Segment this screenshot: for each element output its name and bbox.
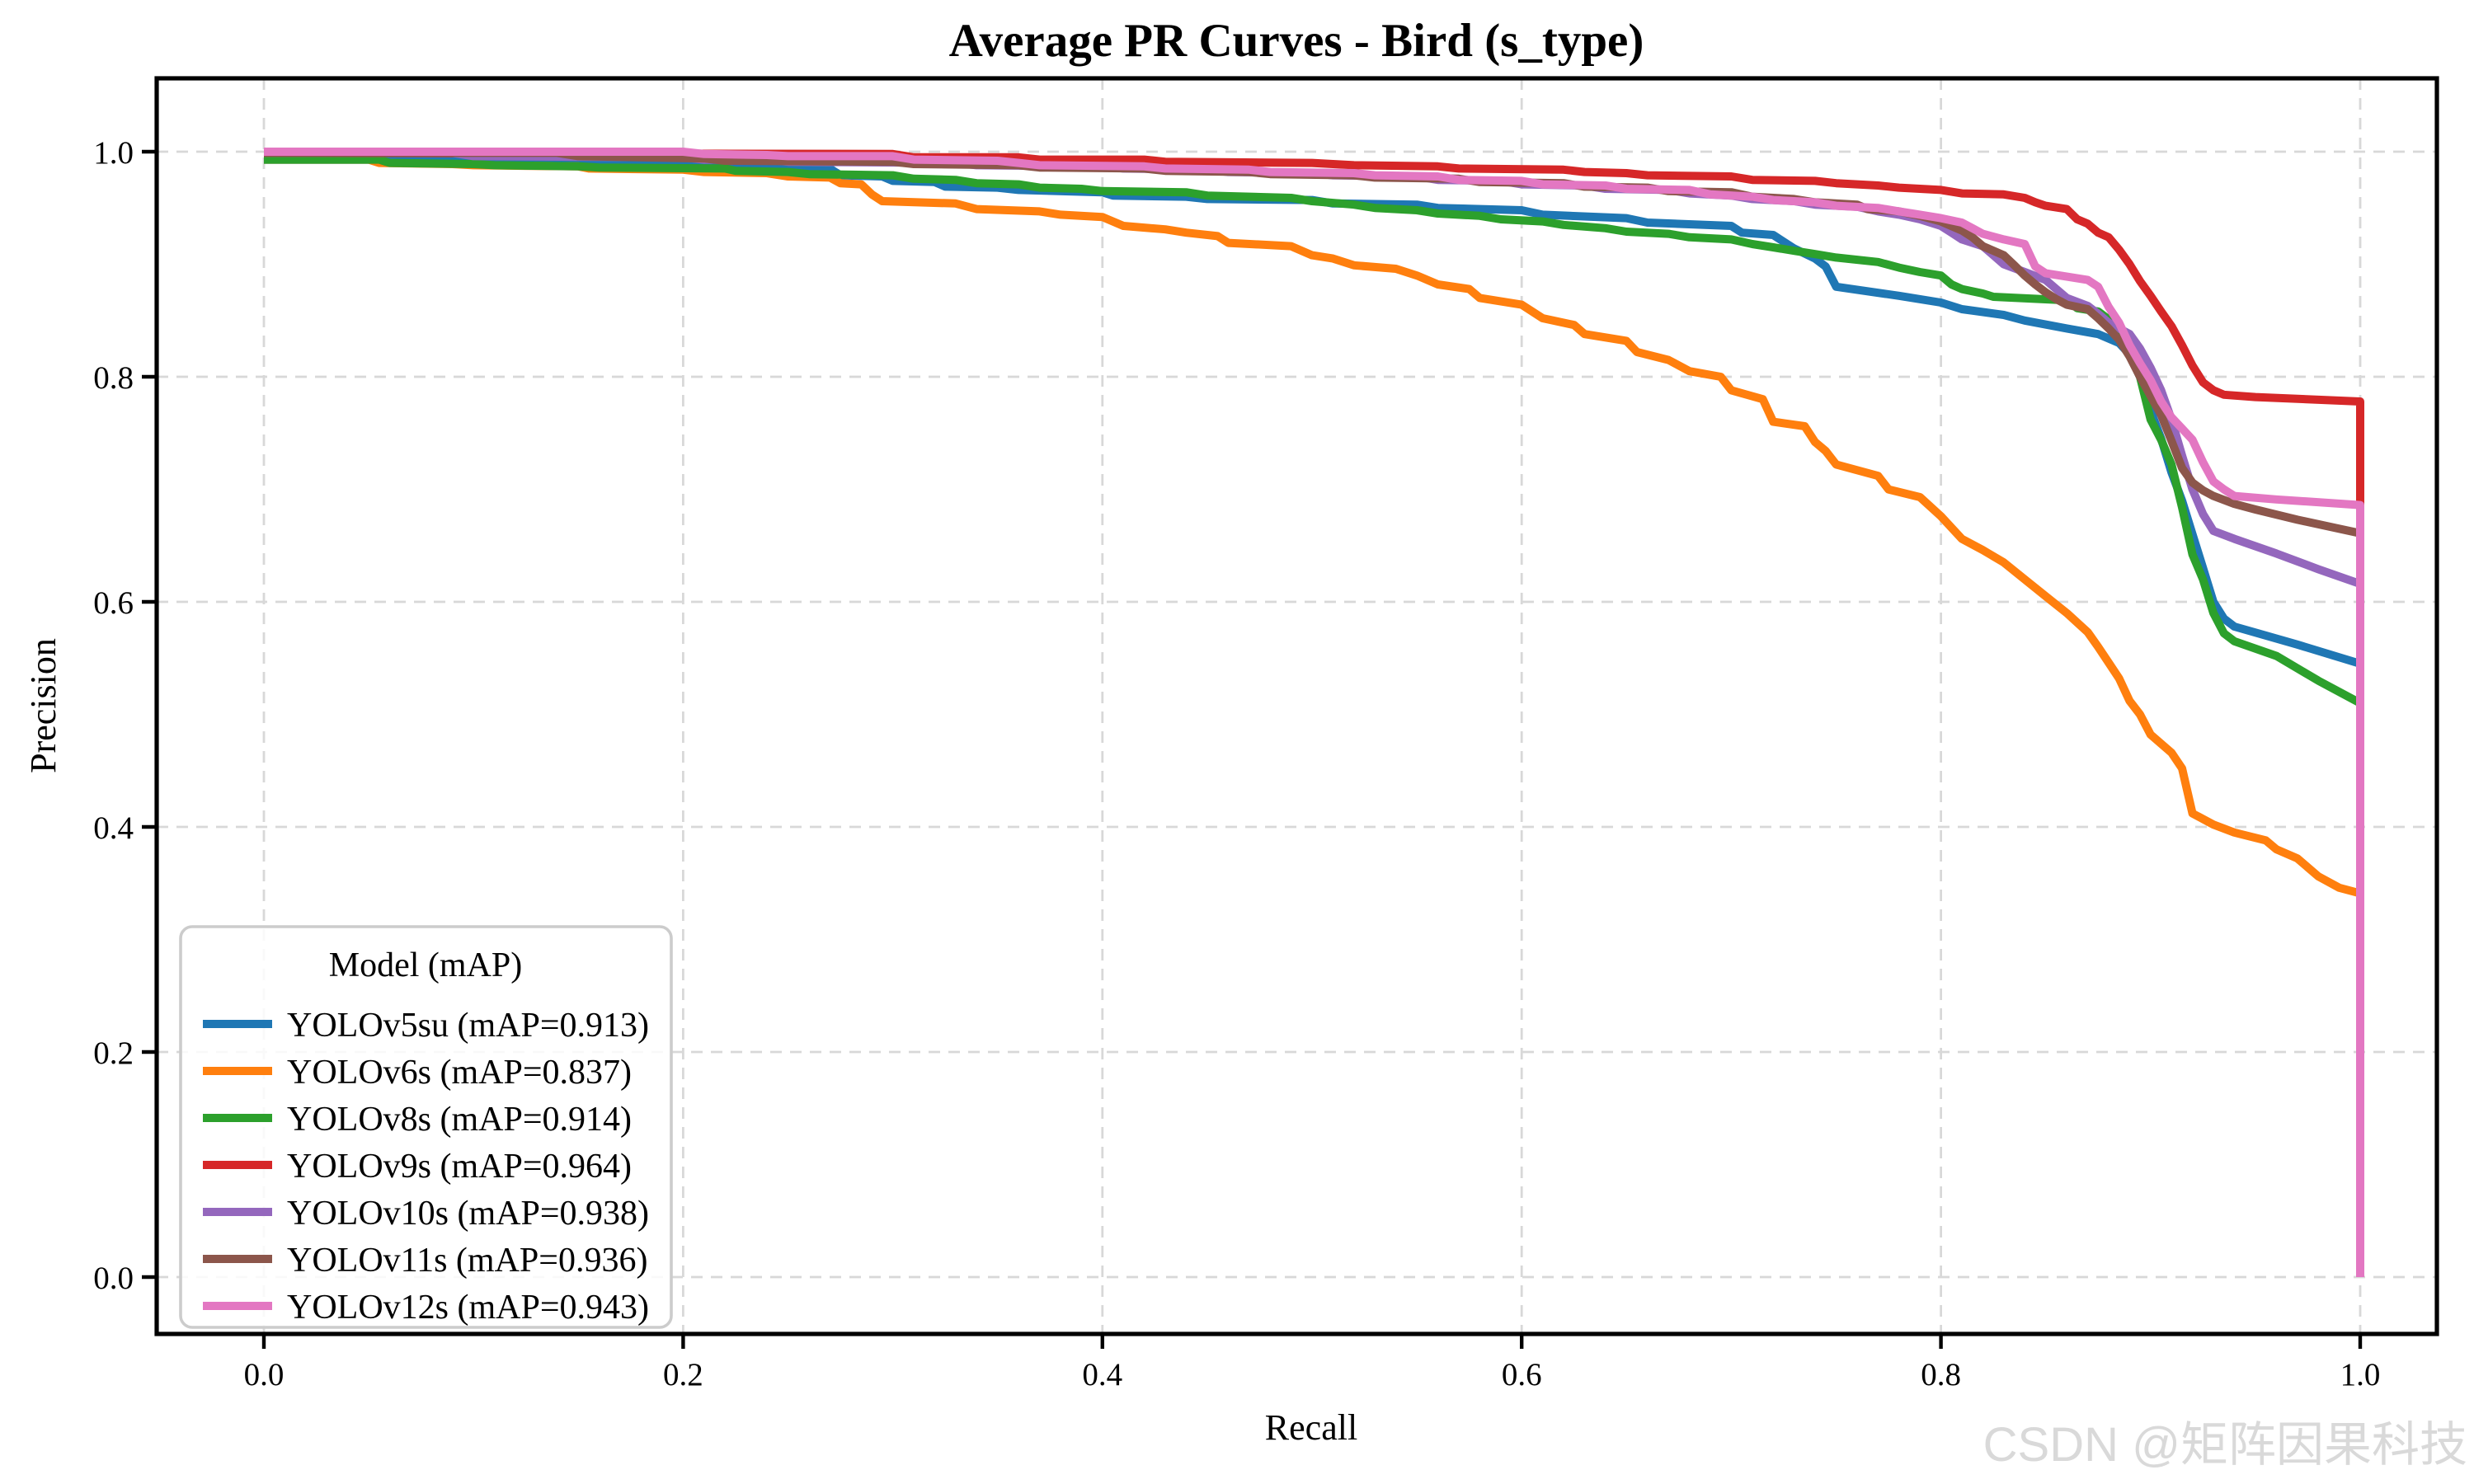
legend-label-yolov5su: YOLOv5su (mAP=0.913) (287, 1007, 649, 1045)
legend-box (179, 925, 673, 1329)
x-axis-label: Recall (1265, 1407, 1357, 1448)
x-tick-label-0.8: 0.8 (1921, 1357, 1961, 1392)
watermark: CSDN @矩阵因果科技 CSDN @矩阵因果科技 (1983, 1418, 2471, 1475)
series-line-yolov12s (264, 148, 2364, 1277)
legend-label-yolov9s: YOLOv9s (mAP=0.964) (287, 1148, 632, 1186)
legend-label-yolov6s: YOLOv6s (mAP=0.837) (287, 1054, 632, 1092)
y-tick-label-0.4: 0.4 (93, 810, 134, 846)
legend-title: Model (mAP) (329, 946, 523, 984)
x-tick-label-0.6: 0.6 (1502, 1357, 1542, 1392)
legend-label-yolov12s: YOLOv12s (mAP=0.943) (287, 1289, 649, 1327)
legend: Model (mAP) YOLOv5su (mAP=0.913) YOLOv6s … (179, 925, 673, 1329)
x-tick-label-1.0: 1.0 (2340, 1357, 2381, 1392)
series-line-yolov8s (264, 155, 2364, 1277)
y-tick-label-0.0: 0.0 (93, 1261, 134, 1296)
legend-label-yolov11s: YOLOv11s (mAP=0.936) (287, 1242, 647, 1280)
series-lines (263, 148, 2364, 1277)
x-tick-label-0.0: 0.0 (244, 1357, 285, 1392)
axis-tick-labels: 0.0 0.2 0.4 0.6 0.8 1.0 0.0 0.2 0.4 0.6 0.8 1.0 (93, 135, 2380, 1392)
legend-entries: YOLOv5su (mAP=0.913) YOLOv6s (mAP=0.837) Y… (203, 1007, 649, 1327)
y-tick-label-1.0: 1.0 (93, 135, 134, 171)
series-line-yolov6s (264, 155, 2364, 1277)
y-tick-label-0.8: 0.8 (93, 360, 134, 396)
y-tick-label-0.6: 0.6 (93, 585, 134, 621)
chart-title: Average PR Curves - Bird (s_type) (949, 15, 1644, 67)
x-tick-label-0.4: 0.4 (1082, 1357, 1122, 1392)
x-tick-label-0.2: 0.2 (663, 1357, 703, 1392)
series-line-yolov9s (263, 148, 2364, 1277)
y-axis-label: Precision (23, 638, 63, 773)
legend-label-yolov10s: YOLOv10s (mAP=0.938) (287, 1195, 649, 1233)
legend-label-yolov8s: YOLOv8s (mAP=0.914) (287, 1101, 632, 1139)
plot-border (154, 76, 2439, 1336)
y-tick-label-0.2: 0.2 (93, 1036, 134, 1071)
axis-ticks (142, 149, 2363, 1349)
watermark-text: CSDN @矩阵因果科技 (1983, 1418, 2467, 1472)
watermark-shadow: CSDN @矩阵因果科技 (1987, 1421, 2471, 1475)
